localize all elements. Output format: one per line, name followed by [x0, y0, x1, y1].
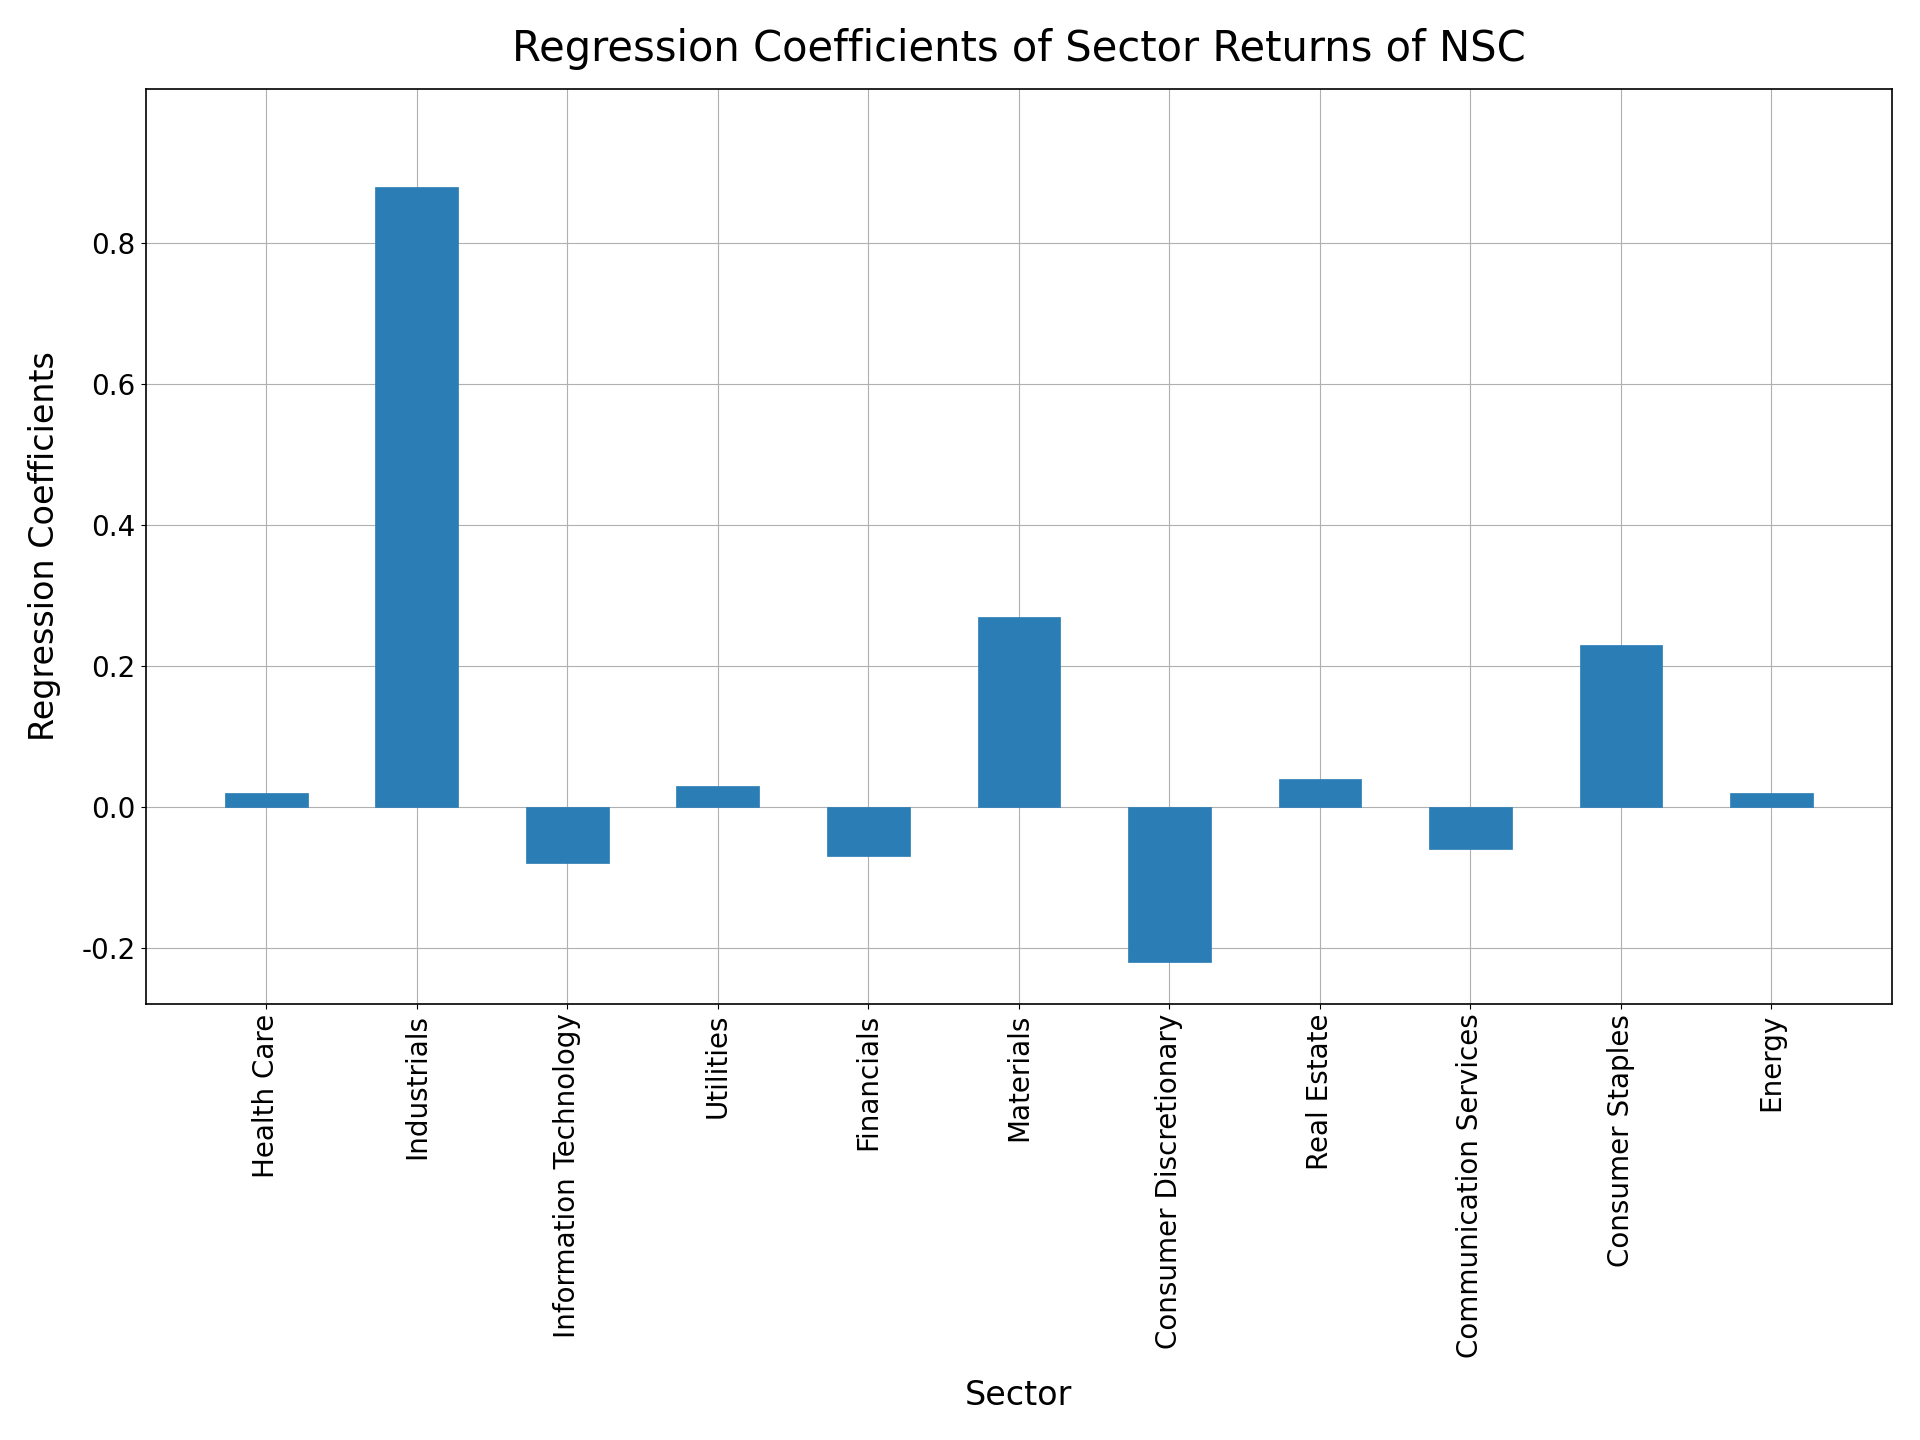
Bar — [376, 187, 459, 806]
Bar — [526, 806, 609, 863]
Bar — [676, 786, 758, 806]
Y-axis label: Regression Coefficients: Regression Coefficients — [27, 351, 61, 742]
Bar — [1129, 806, 1212, 962]
Title: Regression Coefficients of Sector Returns of NSC: Regression Coefficients of Sector Return… — [513, 27, 1526, 69]
Bar — [1428, 806, 1511, 850]
Bar — [977, 616, 1060, 806]
Bar — [1730, 792, 1812, 806]
X-axis label: Sector: Sector — [966, 1380, 1073, 1413]
Bar — [828, 806, 910, 855]
Bar — [1279, 779, 1361, 806]
Bar — [225, 792, 307, 806]
Bar — [1580, 645, 1663, 806]
